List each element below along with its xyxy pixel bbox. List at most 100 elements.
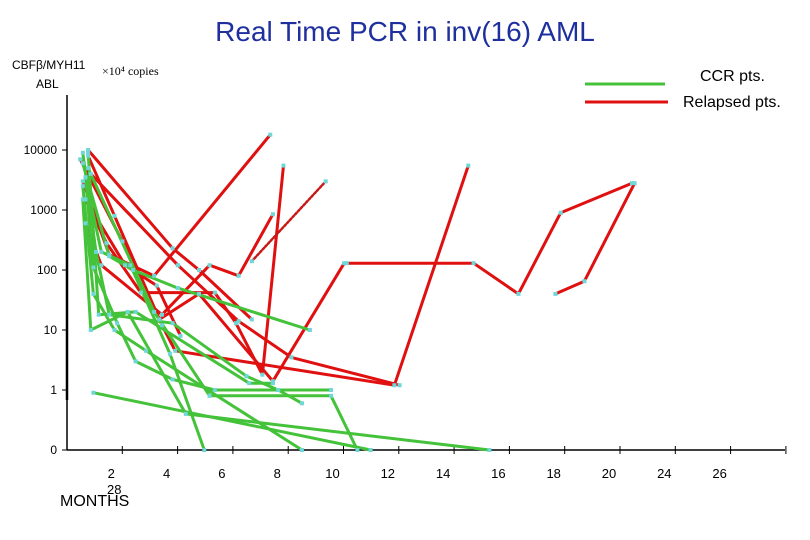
x-tick-label: 12 xyxy=(381,466,395,481)
x-tick-label: 4 xyxy=(163,466,170,481)
data-point xyxy=(86,148,91,152)
data-point xyxy=(83,221,88,226)
data-point xyxy=(368,448,373,452)
x-tick-label: 14 xyxy=(436,466,450,481)
data-point xyxy=(268,132,273,137)
data-point xyxy=(91,390,96,395)
data-point xyxy=(299,401,304,406)
data-point xyxy=(91,291,96,296)
data-point xyxy=(88,171,93,176)
data-point xyxy=(270,381,275,386)
data-point xyxy=(112,213,117,218)
data-point xyxy=(83,175,88,180)
data-point xyxy=(553,291,558,296)
data-point xyxy=(276,388,281,392)
stray-tick-label: 28 xyxy=(107,482,122,497)
y-axis-label-line-2: ABL xyxy=(36,77,59,91)
data-point xyxy=(175,286,180,291)
y-tick-label: 10000 xyxy=(24,143,58,157)
y-tick-label: 1000 xyxy=(30,203,57,217)
data-point xyxy=(558,210,563,215)
data-point xyxy=(207,393,212,398)
data-point xyxy=(157,317,162,322)
data-point xyxy=(123,263,128,268)
data-point xyxy=(197,268,201,272)
data-point xyxy=(244,374,249,379)
y-axis-label-line-1: CBFβ/MYH11 xyxy=(12,58,86,72)
data-point xyxy=(104,241,109,246)
data-point xyxy=(80,161,85,166)
data-point xyxy=(128,263,133,268)
data-point xyxy=(270,212,275,217)
data-point xyxy=(170,321,175,326)
data-point xyxy=(170,246,175,251)
data-point xyxy=(247,381,252,386)
y-tick-label: 1 xyxy=(50,383,57,397)
data-point xyxy=(466,163,471,168)
chart-title: Real Time PCR in inv(16) AML xyxy=(215,16,595,47)
data-point xyxy=(178,333,183,338)
data-point xyxy=(212,290,217,295)
data-point xyxy=(281,163,286,168)
data-point xyxy=(99,263,104,268)
data-point xyxy=(342,261,347,266)
data-point xyxy=(632,181,637,186)
data-point xyxy=(152,309,157,314)
data-point xyxy=(86,150,91,155)
x-axis-label: MONTHS xyxy=(60,493,130,510)
data-point xyxy=(329,393,333,398)
data-point xyxy=(112,328,117,332)
data-point xyxy=(249,317,254,322)
data-point xyxy=(629,181,634,186)
data-point xyxy=(392,383,397,388)
data-point xyxy=(175,263,180,268)
y-tick-label: 0 xyxy=(50,443,57,457)
data-point xyxy=(233,321,238,326)
data-point xyxy=(107,312,112,317)
data-point xyxy=(260,372,265,377)
data-point xyxy=(91,265,96,270)
data-point xyxy=(138,290,143,295)
series-line-relapsed xyxy=(86,154,346,383)
data-point xyxy=(120,239,125,244)
data-point xyxy=(249,259,254,264)
axes xyxy=(65,95,785,451)
data-point xyxy=(80,184,85,189)
data-point xyxy=(131,268,135,272)
series-line-dotted xyxy=(250,180,327,263)
x-tick-label: 10 xyxy=(325,466,339,481)
data-point xyxy=(152,273,157,278)
data-point xyxy=(80,179,85,184)
series-line-relapsed xyxy=(345,181,634,296)
data-point xyxy=(397,383,402,388)
data-point xyxy=(133,359,138,364)
data-point xyxy=(173,348,178,353)
series-layer xyxy=(78,133,637,452)
data-point xyxy=(83,197,88,202)
data-point xyxy=(86,153,91,158)
data-point xyxy=(86,166,91,171)
data-point xyxy=(207,263,212,268)
data-point xyxy=(115,321,120,326)
y-tick-label: 100 xyxy=(37,263,57,277)
units-label: ×10⁴ copies xyxy=(102,64,159,78)
legend-label-relapsed: Relapsed pts. xyxy=(683,94,781,111)
x-tick-label: 18 xyxy=(546,466,560,481)
x-tick-label: 16 xyxy=(491,466,505,481)
data-point xyxy=(144,348,149,353)
data-point xyxy=(154,283,159,288)
data-point xyxy=(99,249,104,254)
data-point xyxy=(160,312,165,317)
data-point xyxy=(133,309,138,314)
legend-label-ccr: CCR pts. xyxy=(700,68,765,85)
data-point xyxy=(170,377,175,382)
series-line-ccr xyxy=(81,197,491,452)
data-point xyxy=(78,157,83,162)
x-tick-labels: 2 4 6 8 10 12 14 16 18 20 24 26 xyxy=(108,466,727,481)
data-point xyxy=(125,309,130,314)
y-tick-label: 10 xyxy=(44,323,58,337)
x-tick-label: 6 xyxy=(218,466,225,481)
data-point xyxy=(236,273,241,278)
data-point xyxy=(183,411,188,416)
data-point xyxy=(329,388,333,392)
